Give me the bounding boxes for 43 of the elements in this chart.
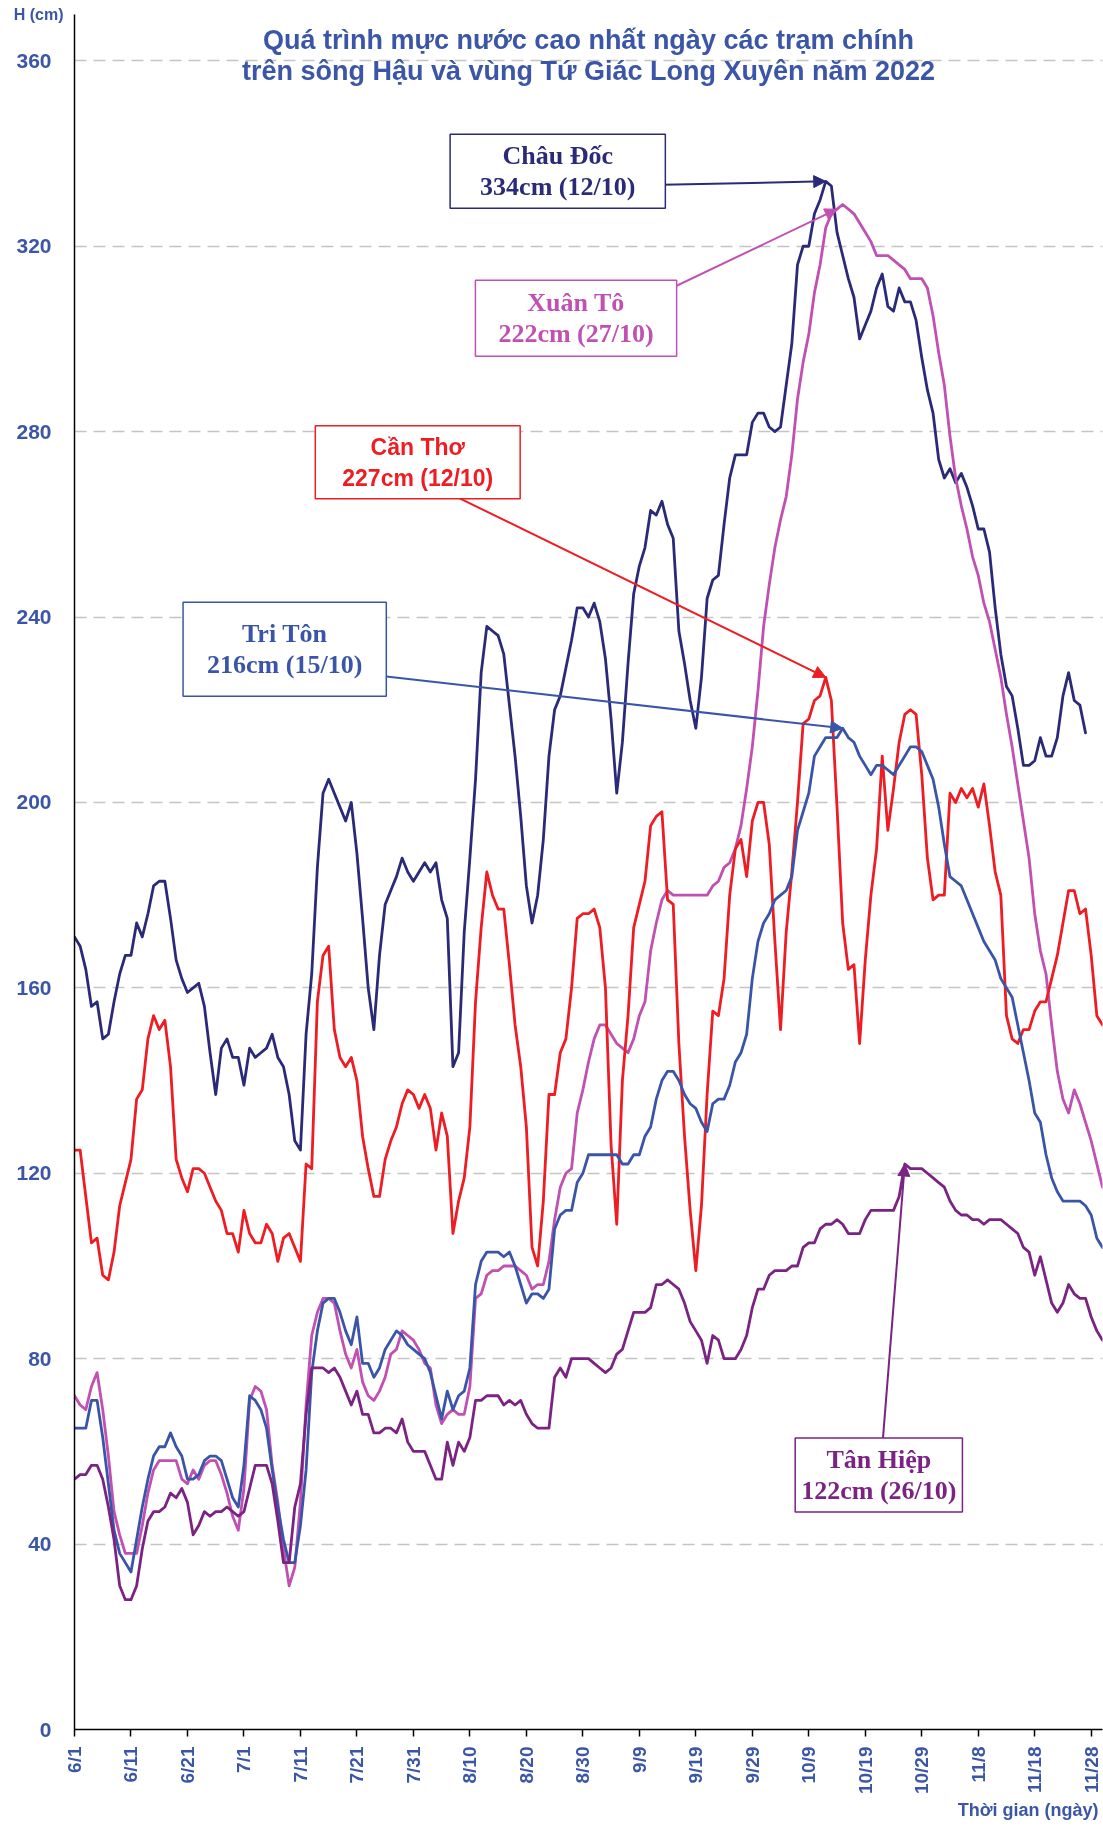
x-tick-label: 11/8	[967, 1746, 989, 1783]
text: Xuân Tô	[527, 288, 625, 318]
x-tick-label: 8/30	[572, 1746, 594, 1784]
x-tick-label: 7/31	[402, 1746, 424, 1784]
text: Tri Tôn	[241, 619, 328, 649]
text: Cần Thơ	[370, 433, 466, 460]
y-tick-label: 40	[28, 1532, 52, 1556]
text: Châu Đốc	[502, 141, 613, 171]
x-tick-label: 6/11	[120, 1746, 142, 1783]
x-tick-label: 10/19	[854, 1746, 876, 1795]
x-tick-label: 7/21	[346, 1746, 368, 1784]
y-tick-label: 80	[28, 1346, 52, 1370]
text: Quá trình mực nước cao nhất ngày các trạm chính trên sông Hậu và vùng Tứ Giác Long Xuyên năm 2022	[241, 24, 936, 86]
y-tick-label: 120	[16, 1161, 52, 1185]
annotation: 216cm (15/10)	[207, 650, 363, 680]
x-tick-label: 11/18	[1024, 1746, 1046, 1793]
y-tick-label: 160	[16, 975, 52, 999]
x-tick-label: 6/21	[176, 1746, 198, 1784]
y-tick-label: 200	[16, 790, 52, 814]
x-tick-label: 6/1	[64, 1746, 85, 1773]
x-tick-label: 7/11	[289, 1746, 311, 1783]
x-tick-label: 8/20	[515, 1746, 537, 1784]
x-tick-label: 9/19	[685, 1746, 707, 1784]
y-tick-label: 320	[16, 234, 52, 258]
y-axis-title: H (cm)	[13, 6, 64, 23]
annotation: 227cm (12/10)	[342, 464, 494, 491]
x-tick-label: 10/29	[911, 1746, 933, 1795]
x-tick-label: 8/10	[459, 1746, 481, 1784]
y-tick-label: 0	[39, 1717, 52, 1741]
y-tick-label: 280	[16, 419, 52, 443]
y-tick-label: 240	[16, 605, 52, 629]
x-axis-title: Thời gian (ngày)	[957, 1799, 1099, 1820]
y-tick-label: 360	[16, 48, 52, 72]
x-tick-label: 7/1	[233, 1746, 255, 1773]
x-tick-label: 9/9	[628, 1746, 650, 1773]
line-series	[74, 1162, 1103, 1602]
annotation: 222cm (27/10)	[498, 319, 654, 349]
x-tick-label: 10/9	[798, 1746, 820, 1784]
text: Tân Hiệp	[826, 1444, 932, 1474]
x-tick-label: 9/29	[741, 1746, 763, 1784]
annotation: 334cm (12/10)	[480, 172, 636, 202]
x-tick-label: 11/28	[1080, 1746, 1102, 1793]
annotation: 122cm (26/10)	[801, 1476, 957, 1506]
